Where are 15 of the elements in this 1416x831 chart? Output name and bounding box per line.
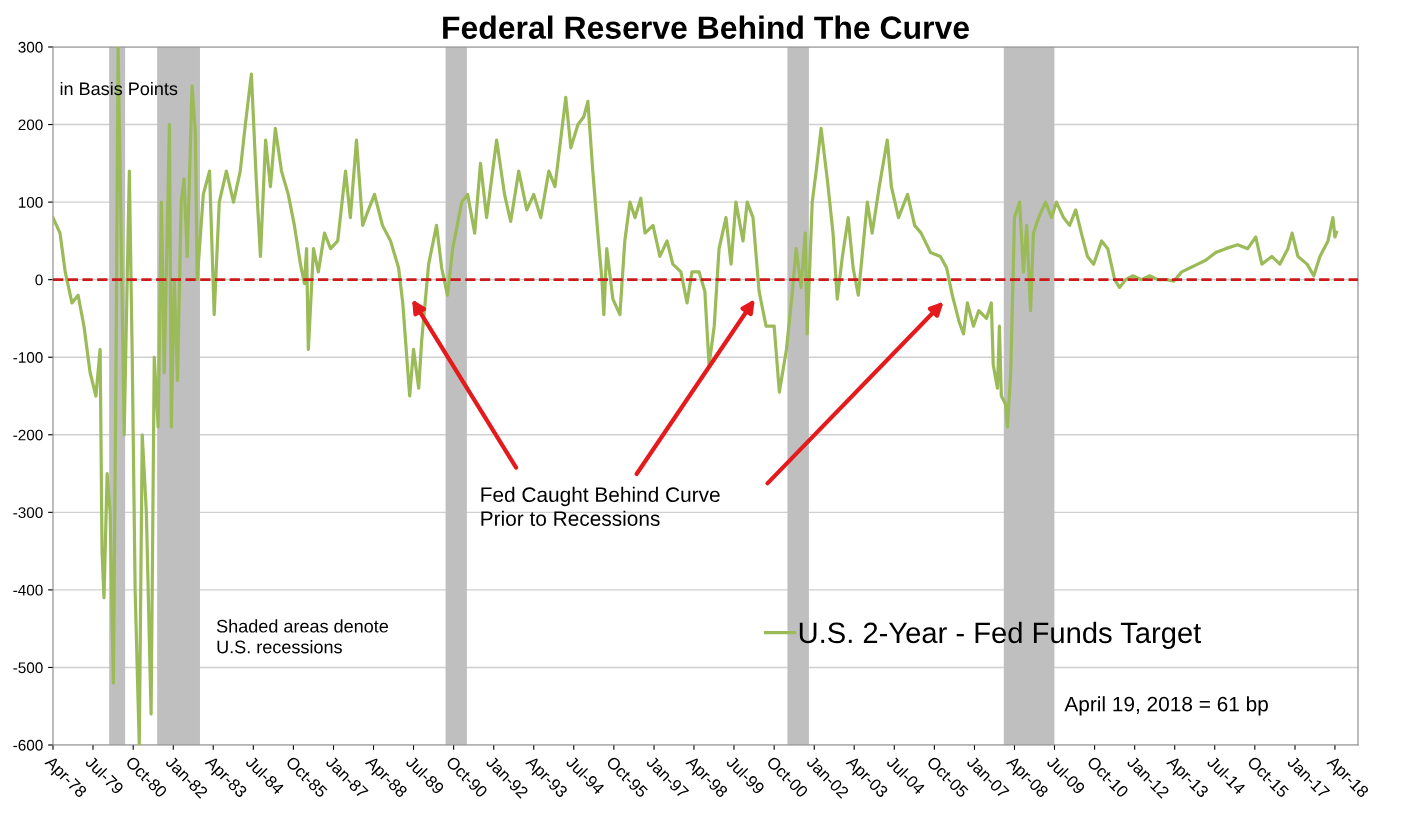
chart-title: Federal Reserve Behind The Curve <box>443 15 969 39</box>
y-tick-label: -200 <box>13 429 43 441</box>
annotation: April 19, 2018 = 61 bp <box>1064 696 1268 716</box>
y-tick-label: -500 <box>13 662 43 674</box>
y-tick-label: 0 <box>35 274 43 286</box>
y-tick-label: -600 <box>13 739 43 751</box>
y-tick-label: -400 <box>13 584 43 596</box>
y-tick-label: 100 <box>18 196 43 208</box>
annotation: Fed Caught Behind Curve Prior to Recessions <box>481 486 720 526</box>
y-tick-label: 200 <box>18 119 43 131</box>
legend-label: U.S. 2-Year - Fed Funds Target <box>799 621 1202 649</box>
y-tick-label: -300 <box>13 507 43 519</box>
annotation: Shaded areas denote U.S. recessions <box>216 619 388 654</box>
y-tick-label: -100 <box>13 352 43 363</box>
y-tick-label: 300 <box>18 41 43 53</box>
